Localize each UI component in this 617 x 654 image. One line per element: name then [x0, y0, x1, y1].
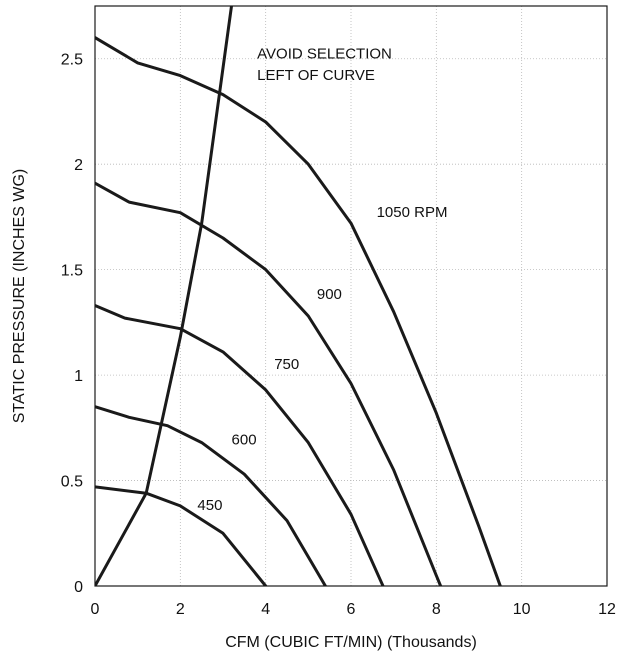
y-tick-label: 2 [74, 157, 83, 174]
annotation-label: 600 [232, 432, 257, 449]
y-axis-title: STATIC PRESSURE (INCHES WG) [11, 169, 28, 424]
y-tick-label: 0.5 [61, 474, 83, 491]
rpm-curves [95, 6, 502, 586]
y-tick-label: 2.5 [61, 52, 83, 69]
annotation-label: 750 [274, 356, 299, 373]
x-tick-label: 0 [91, 601, 100, 618]
x-tick-label: 8 [432, 601, 441, 618]
rpm-curve-5 [95, 485, 268, 586]
y-tick-label: 1.5 [61, 263, 83, 280]
annotation-label: LEFT OF CURVE [257, 67, 375, 84]
y-tick-label: 0 [74, 579, 83, 596]
x-axis-title: CFM (CUBIC FT/MIN) (Thousands) [225, 634, 477, 651]
rpm-curve-3 [95, 304, 385, 586]
grid-lines [95, 6, 607, 586]
annotation-label: AVOID SELECTION [257, 46, 392, 63]
annotations: AVOID SELECTION LEFT OF CURVE 1050 RPM 900 7… [197, 46, 447, 514]
x-tick-label: 4 [261, 601, 270, 618]
y-tick-label: 1 [74, 368, 83, 385]
annotation-label: 1050 RPM [377, 204, 448, 221]
rpm-curve-2 [95, 181, 443, 586]
annotation-label: 900 [317, 286, 342, 303]
x-tick-label: 10 [513, 601, 531, 618]
x-tick-label: 6 [347, 601, 356, 618]
rpm-curve-1 [95, 36, 502, 586]
selection-limit-curve [95, 6, 233, 586]
rpm-curve-4 [95, 405, 327, 586]
x-tick-label: 2 [176, 601, 185, 618]
plot-frame [94, 5, 608, 587]
axis-ticks: 0 2 4 6 8 10 12 0 0.5 1 1.5 2 2.5 [61, 52, 616, 618]
x-tick-label: 12 [598, 601, 616, 618]
annotation-label: 450 [197, 497, 222, 514]
